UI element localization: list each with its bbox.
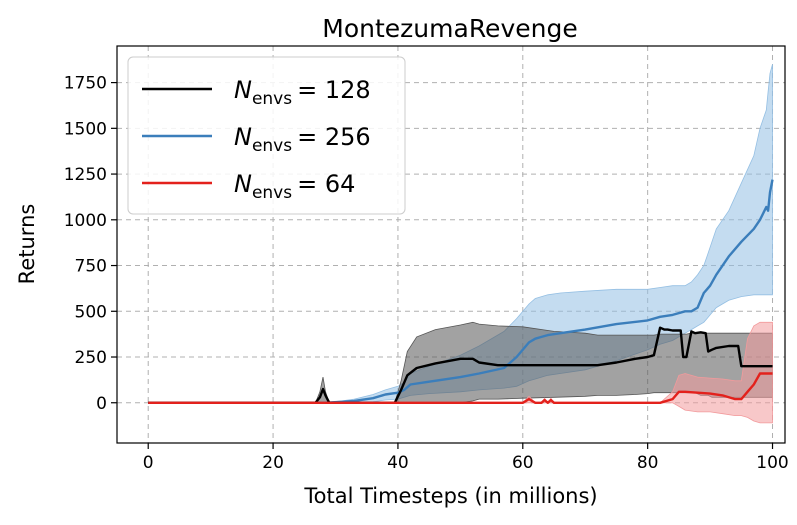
series-lines bbox=[148, 179, 774, 404]
x-tick-label-0: 0 bbox=[143, 453, 154, 473]
y-tick-label-5: 1250 bbox=[64, 165, 107, 185]
y-tick-label-3: 750 bbox=[75, 257, 107, 277]
x-axis-ticks: 0 20 40 60 80 100 bbox=[143, 443, 789, 473]
line-series-0 bbox=[148, 326, 773, 404]
y-tick-label-7: 1750 bbox=[64, 74, 107, 94]
x-tick-label-2: 40 bbox=[387, 453, 409, 473]
chart-title: MontezumaRevenge bbox=[322, 14, 577, 43]
line-series-2 bbox=[148, 372, 773, 404]
x-tick-label-3: 60 bbox=[512, 453, 534, 473]
x-tick-label-5: 100 bbox=[756, 453, 788, 473]
y-axis-label: Returns bbox=[15, 204, 39, 285]
y-tick-label-4: 1000 bbox=[64, 211, 107, 231]
legend-label-2: Nenvs = 64 bbox=[234, 170, 355, 203]
y-tick-label-2: 500 bbox=[75, 302, 107, 322]
legend-label-0: Nenvs = 128 bbox=[234, 76, 371, 109]
y-tick-label-0: 0 bbox=[96, 394, 107, 414]
plot-frame bbox=[116, 45, 786, 444]
y-axis-ticks: 0 250 500 750 1000 1250 1500 1750 bbox=[64, 74, 117, 414]
x-tick-label-1: 20 bbox=[262, 453, 284, 473]
legend: Nenvs = 128 Nenvs = 256 Nenvs = 64 bbox=[127, 56, 406, 215]
legend-box bbox=[127, 56, 406, 215]
legend-label-1: Nenvs = 256 bbox=[234, 123, 371, 156]
x-axis-label: Total Timesteps (in millions) bbox=[303, 484, 597, 508]
x-tick-label-4: 80 bbox=[637, 453, 659, 473]
y-tick-label-1: 250 bbox=[75, 348, 107, 368]
y-tick-label-6: 1500 bbox=[64, 119, 107, 139]
